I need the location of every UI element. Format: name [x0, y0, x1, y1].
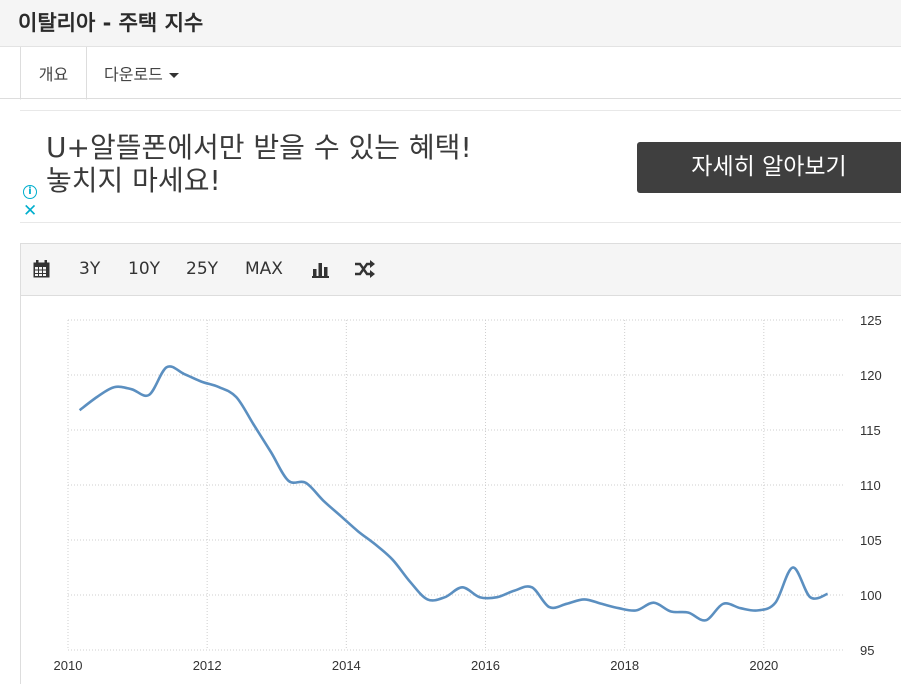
- data-point[interactable]: [686, 611, 690, 615]
- x-tick-label: 2018: [610, 658, 639, 673]
- data-point[interactable]: [373, 542, 377, 546]
- x-tick-label: 2010: [54, 658, 83, 673]
- data-point[interactable]: [652, 601, 656, 605]
- tab-download-label: 다운로드: [104, 65, 163, 84]
- data-point[interactable]: [408, 580, 412, 584]
- data-point[interactable]: [582, 597, 586, 601]
- range-10y-button[interactable]: 10Y: [128, 259, 161, 279]
- chart-grid: [67, 319, 845, 651]
- data-point[interactable]: [252, 423, 256, 427]
- data-point[interactable]: [530, 585, 534, 589]
- page-title: 이탈리아 - 주택 지수: [18, 11, 204, 35]
- x-tick-label: 2014: [332, 658, 361, 673]
- chart-series: [78, 365, 830, 622]
- data-point[interactable]: [112, 385, 116, 389]
- ad-text-line2: 놓치지 마세요!: [46, 164, 221, 197]
- chart-tick-labels: 95 100 105 110 115 120 125 2010 2012 2014 2016 2018…: [54, 313, 882, 673]
- data-point[interactable]: [147, 393, 151, 397]
- data-point[interactable]: [634, 608, 638, 612]
- data-point[interactable]: [217, 385, 221, 389]
- bar-chart-icon[interactable]: [312, 261, 329, 278]
- data-point[interactable]: [130, 387, 134, 391]
- ad-text: U+알뜰폰에서만 받을 수 있는 혜택! 놓치지 마세요!: [46, 131, 472, 197]
- data-point[interactable]: [773, 601, 777, 605]
- data-point[interactable]: [199, 380, 203, 384]
- calendar-icon[interactable]: [33, 260, 50, 278]
- info-icon[interactable]: i: [23, 185, 37, 199]
- data-point[interactable]: [78, 408, 82, 412]
- shuffle-icon[interactable]: [354, 260, 376, 278]
- range-max-button[interactable]: MAX: [245, 259, 283, 279]
- y-tick-label: 120: [860, 368, 882, 383]
- data-point[interactable]: [286, 479, 290, 483]
- data-point[interactable]: [617, 606, 621, 610]
- data-point[interactable]: [269, 450, 273, 454]
- data-point[interactable]: [756, 608, 760, 612]
- range-25y-button[interactable]: 25Y: [186, 259, 219, 279]
- x-tick-label: 2020: [749, 658, 778, 673]
- series-line: [78, 365, 829, 622]
- data-point[interactable]: [547, 605, 551, 609]
- data-point[interactable]: [95, 395, 99, 399]
- data-point[interactable]: [339, 514, 343, 518]
- close-icon[interactable]: ✕: [23, 201, 38, 221]
- data-point[interactable]: [600, 602, 604, 606]
- data-point[interactable]: [791, 566, 795, 570]
- data-point[interactable]: [234, 395, 238, 399]
- data-point[interactable]: [182, 372, 186, 376]
- x-tick-label: 2012: [193, 658, 222, 673]
- y-tick-label: 95: [860, 643, 874, 658]
- data-point[interactable]: [565, 602, 569, 606]
- y-tick-label: 115: [860, 423, 881, 438]
- data-point[interactable]: [808, 595, 812, 599]
- chart-panel: 3Y 10Y 25Y MAX: [20, 243, 901, 684]
- data-point[interactable]: [826, 592, 830, 596]
- ad-text-line1: U+알뜰폰에서만 받을 수 있는 혜택!: [46, 131, 472, 164]
- chart-toolbar: 3Y 10Y 25Y MAX: [21, 244, 901, 296]
- title-bar: 이탈리아 - 주택 지수: [0, 0, 901, 47]
- data-point[interactable]: [356, 529, 360, 533]
- data-point[interactable]: [443, 595, 447, 599]
- tab-bar: 개요 다운로드: [0, 47, 901, 100]
- data-point[interactable]: [478, 595, 482, 599]
- data-point[interactable]: [704, 618, 708, 622]
- tab-download[interactable]: 다운로드: [104, 47, 179, 99]
- data-point[interactable]: [304, 481, 308, 485]
- data-point[interactable]: [426, 597, 430, 601]
- ad-banner[interactable]: U+알뜰폰에서만 받을 수 있는 혜택! 놓치지 마세요! 자세히 알아보기 i…: [20, 110, 901, 223]
- y-tick-label: 105: [860, 533, 882, 548]
- y-tick-label: 110: [860, 478, 881, 493]
- data-point[interactable]: [513, 589, 517, 593]
- data-point[interactable]: [165, 365, 169, 369]
- ad-learn-more-button[interactable]: 자세히 알아보기: [637, 142, 901, 193]
- y-tick-label: 100: [860, 588, 882, 603]
- data-point[interactable]: [669, 610, 673, 614]
- data-point[interactable]: [721, 602, 725, 606]
- caret-down-icon: [168, 73, 179, 78]
- x-tick-label: 2016: [471, 658, 500, 673]
- data-point[interactable]: [460, 585, 464, 589]
- data-point[interactable]: [739, 606, 743, 610]
- data-point[interactable]: [391, 558, 395, 562]
- data-point[interactable]: [495, 595, 499, 599]
- y-tick-label: 125: [860, 313, 882, 328]
- data-point[interactable]: [321, 498, 325, 502]
- tab-overview[interactable]: 개요: [20, 47, 87, 100]
- range-3y-button[interactable]: 3Y: [79, 259, 101, 279]
